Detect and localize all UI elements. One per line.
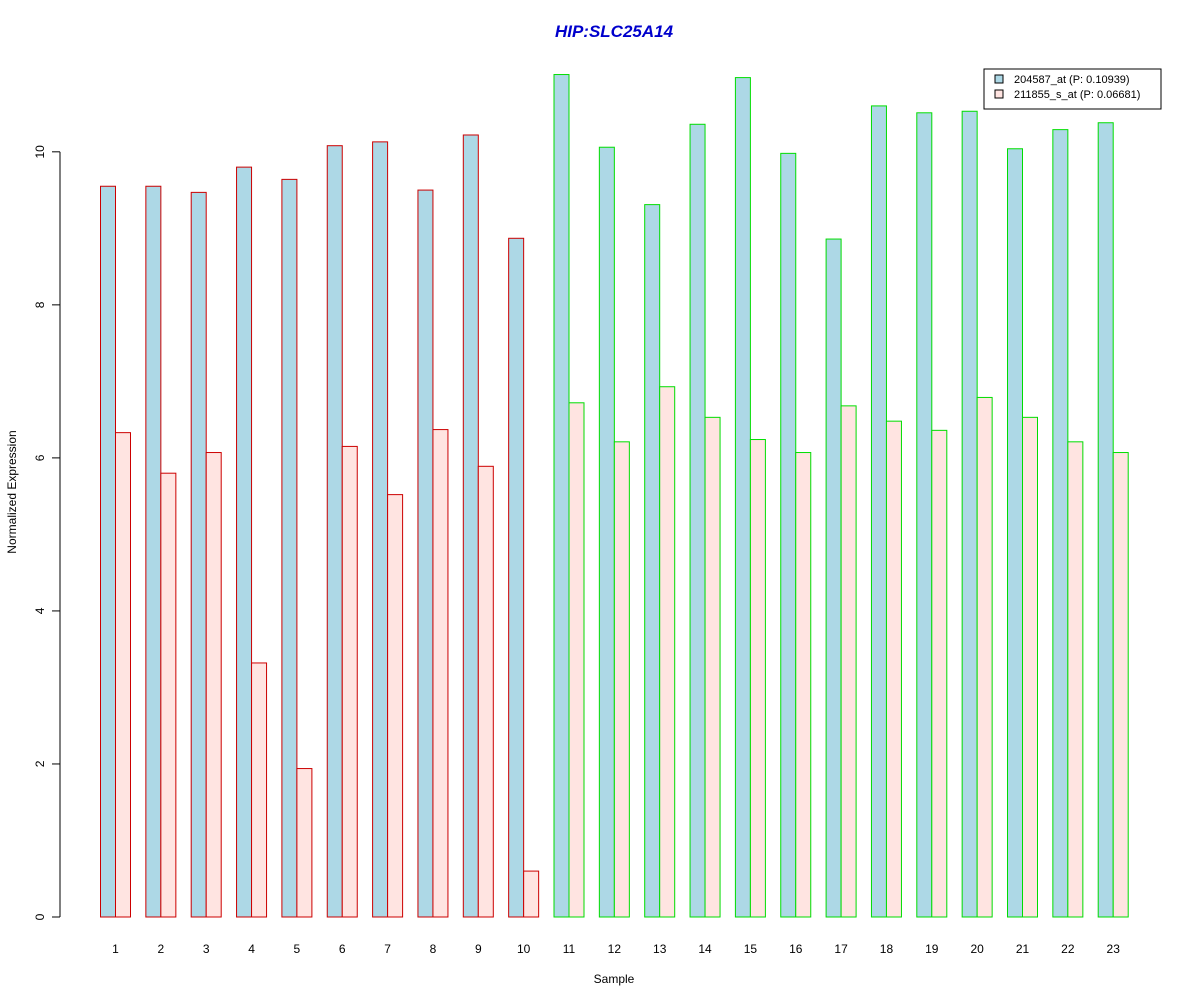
x-tick-label: 3	[203, 942, 210, 956]
x-tick-label: 13	[653, 942, 667, 956]
bar-sample-14-series-2	[704, 416, 721, 918]
bar-sample-2-series-1	[145, 185, 162, 918]
bar-sample-13-series-1	[644, 204, 661, 918]
bar-sample-4-series-1	[236, 166, 253, 918]
x-tick-label: 9	[475, 942, 482, 956]
x-tick-label: 15	[744, 942, 758, 956]
bar-sample-21-series-2	[1022, 416, 1038, 918]
bar-sample-10-series-1	[508, 237, 525, 918]
bar-sample-18-series-1	[870, 105, 887, 918]
legend-swatch-1	[994, 74, 1004, 84]
bar-sample-20-series-1	[961, 110, 978, 918]
x-axis-label: Sample	[594, 972, 635, 986]
bar-sample-14-series-1	[689, 123, 706, 918]
x-tick-label: 2	[158, 942, 165, 956]
bar-sample-11-series-2	[568, 402, 585, 918]
bar-sample-17-series-1	[825, 238, 842, 918]
legend-label-1: 204587_at (P: 0.10939)	[1014, 74, 1130, 86]
bar-sample-23-series-1	[1097, 122, 1114, 918]
legend: 204587_at (P: 0.10939) 211855_s_at (P: 0.…	[983, 68, 1162, 110]
x-tick-label: 19	[925, 942, 939, 956]
x-tick-label: 17	[834, 942, 848, 956]
bar-sample-23-series-2	[1112, 452, 1129, 918]
x-tick-label: 7	[384, 942, 391, 956]
bar-sample-15-series-1	[734, 77, 751, 918]
legend-swatch-2	[994, 89, 1004, 99]
bar-sample-7-series-2	[387, 494, 404, 918]
x-tick-label: 1	[112, 942, 119, 956]
x-tick-label: 18	[880, 942, 894, 956]
bar-sample-18-series-2	[885, 420, 902, 918]
y-tick-label: 6	[33, 454, 47, 461]
bar-sample-13-series-2	[659, 386, 676, 918]
y-tick-label: 10	[33, 145, 47, 159]
bar-sample-16-series-2	[795, 452, 812, 918]
bar-sample-9-series-1	[462, 134, 479, 918]
bar-sample-19-series-2	[931, 429, 948, 918]
bar-sample-21-series-1	[1007, 148, 1023, 918]
bar-sample-9-series-2	[477, 465, 494, 918]
x-tick-label: 16	[789, 942, 803, 956]
bar-sample-6-series-2	[341, 445, 358, 918]
x-tick-label: 14	[698, 942, 712, 956]
bar-sample-3-series-1	[190, 191, 207, 918]
x-tick-label: 23	[1107, 942, 1121, 956]
bar-sample-4-series-2	[251, 662, 268, 918]
x-axis-tick-labels: 1 2 3 4 5 6 7 8 9 10 11 12 13 14 15 16 17 18 19 20 21 22 23	[112, 942, 1120, 956]
x-tick-label: 6	[339, 942, 346, 956]
bar-sample-20-series-2	[976, 396, 993, 918]
bar-sample-10-series-2	[523, 870, 540, 918]
bar-sample-17-series-2	[840, 405, 857, 918]
x-tick-label: 8	[430, 942, 437, 956]
bar-sample-12-series-2	[613, 441, 630, 918]
bar-sample-2-series-2	[160, 472, 177, 918]
bar-sample-1-series-2	[115, 432, 131, 918]
bar-sample-8-series-1	[417, 189, 434, 918]
bar-sample-22-series-2	[1067, 441, 1084, 918]
x-tick-label: 12	[608, 942, 622, 956]
bar-sample-22-series-1	[1052, 129, 1069, 918]
y-tick-label: 2	[33, 760, 47, 767]
bar-sample-3-series-2	[205, 452, 222, 918]
legend-label-2: 211855_s_at (P: 0.06681)	[1014, 89, 1140, 101]
x-tick-label: 5	[294, 942, 301, 956]
legend-box	[983, 68, 1162, 110]
bar-sample-6-series-1	[326, 145, 343, 918]
y-tick-label: 0	[33, 913, 47, 920]
chart-title: HIP:SLC25A14	[555, 22, 674, 41]
y-axis-label: Normalized Expression	[5, 430, 19, 553]
bar-sample-15-series-2	[749, 439, 766, 918]
y-axis: 0 2 4 6 8 10	[33, 145, 61, 920]
bar-sample-19-series-1	[916, 112, 933, 918]
bar-sample-8-series-2	[432, 429, 449, 918]
bar-sample-11-series-1	[553, 74, 570, 918]
bar-sample-1-series-1	[100, 185, 116, 918]
x-tick-label: 21	[1016, 942, 1030, 956]
bars	[100, 74, 1129, 918]
x-tick-label: 20	[970, 942, 984, 956]
bar-sample-7-series-1	[372, 141, 389, 918]
bar-sample-5-series-2	[296, 768, 313, 918]
x-tick-label: 4	[248, 942, 255, 956]
y-tick-label: 8	[33, 301, 47, 308]
x-tick-label: 11	[563, 942, 576, 956]
bar-sample-16-series-1	[780, 152, 797, 918]
bar-sample-5-series-1	[281, 178, 298, 918]
y-tick-label: 4	[33, 607, 47, 614]
x-tick-label: 22	[1061, 942, 1075, 956]
bar-sample-12-series-1	[598, 146, 615, 918]
x-tick-label: 10	[517, 942, 531, 956]
